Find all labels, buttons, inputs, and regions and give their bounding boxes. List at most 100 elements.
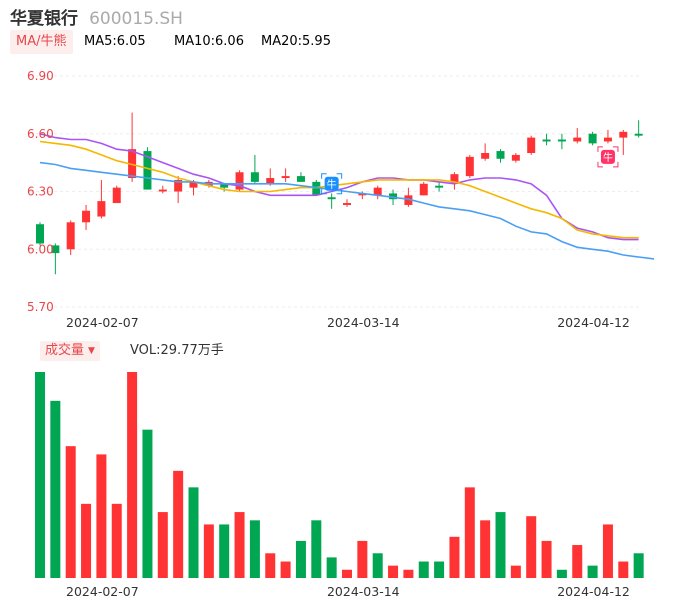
volume-bar [35, 372, 45, 578]
candle-body [358, 193, 367, 196]
candle-body [128, 149, 137, 179]
candle-body [112, 187, 121, 204]
volume-bar [65, 446, 76, 578]
volume-dropdown-label: 成交量 [45, 343, 85, 358]
volume-bar [572, 545, 583, 578]
ma10-line [39, 140, 639, 239]
x-tick-label: 2024-03-14 [327, 315, 400, 330]
candle-body [527, 137, 536, 153]
candle-body [481, 153, 490, 159]
volume-bar [249, 520, 260, 578]
volume-bar [280, 561, 291, 578]
candle-body [51, 245, 60, 254]
candle-body [373, 187, 382, 196]
candle [51, 243, 60, 275]
candle [588, 131, 597, 146]
volume-bar [633, 553, 644, 578]
x-tick-label: 2024-02-07 [66, 584, 139, 599]
date-axis-bottom: 2024-02-07 2024-03-14 2024-04-12 [66, 584, 630, 599]
candle [82, 204, 91, 230]
candle-body [542, 139, 551, 142]
volume-bar [510, 565, 521, 578]
candle [250, 154, 259, 184]
volume-bar [157, 512, 168, 578]
volume-bar [234, 512, 245, 578]
y-tick-label: 6.90 [27, 69, 54, 83]
volume-bar [265, 553, 276, 578]
candle-body [496, 151, 505, 159]
candle [557, 133, 566, 150]
candle [373, 185, 382, 200]
volume-bar [188, 487, 199, 578]
x-tick-label: 2024-03-14 [327, 584, 400, 599]
candlestick-series [36, 112, 643, 275]
marker-bracket [336, 188, 343, 195]
date-axis-top: 2024-02-07 2024-03-14 2024-04-12 [66, 315, 630, 330]
volume-bar [357, 540, 368, 578]
ma-toggle-button[interactable]: MA/牛熊 [10, 30, 73, 54]
ma20-line [39, 161, 655, 260]
candle-body [143, 151, 152, 190]
ma20-value: MA20:5.95 [261, 34, 331, 49]
candle-body [266, 178, 275, 184]
candle-body [465, 156, 474, 177]
volume-bar [81, 503, 92, 578]
candle [511, 153, 520, 163]
candle [174, 176, 183, 204]
volume-bar [418, 561, 429, 578]
candle [235, 170, 244, 192]
volume-bar [556, 569, 567, 578]
marker-bracket [321, 188, 327, 195]
volume-bar [480, 520, 491, 578]
volume-bar [541, 540, 552, 578]
candle-body [36, 224, 44, 244]
candle-body [250, 172, 259, 182]
candle [327, 193, 336, 209]
candle [496, 149, 505, 163]
candle [634, 120, 643, 138]
x-tick-label: 2024-02-07 [66, 315, 139, 330]
candle [296, 172, 305, 182]
volume-bar [142, 429, 153, 578]
volume-bar [219, 524, 230, 578]
volume-bar [50, 400, 61, 578]
marker-bracket [336, 173, 343, 179]
volume-indicator-dropdown[interactable]: 成交量 ▼ [40, 341, 100, 361]
candle-body [619, 131, 628, 138]
candle-body [634, 133, 643, 136]
candle [343, 199, 351, 207]
candle-body [557, 139, 566, 142]
candle-body [603, 137, 612, 142]
bull-signal-marker: 牛 [321, 173, 343, 195]
marker-label: 牛 [603, 151, 613, 164]
stock-code: 600015.SH [89, 9, 183, 29]
candle [435, 181, 444, 192]
volume-bar [464, 487, 475, 578]
volume-bar [495, 512, 506, 578]
candle [158, 185, 167, 194]
caret-down-icon: ▼ [88, 346, 95, 356]
ma10-value: MA10:6.06 [174, 34, 244, 49]
candle-body [189, 181, 198, 188]
marker-label: 牛 [327, 178, 337, 191]
volume-bar [449, 536, 460, 578]
candle [281, 168, 290, 182]
y-tick-label: 6.60 [27, 127, 54, 141]
price-grid [30, 75, 640, 308]
candle-body [389, 193, 398, 200]
volume-bars [35, 372, 644, 578]
candle [465, 154, 474, 179]
marker-bracket [321, 173, 327, 179]
y-tick-label: 5.70 [27, 300, 54, 314]
candle [404, 187, 413, 207]
marker-bracket [612, 161, 619, 168]
candle-body [450, 174, 459, 184]
candle [603, 129, 612, 144]
stock-header: 华夏银行 600015.SH [10, 4, 183, 29]
signal-markers: 牛牛 [321, 146, 619, 195]
candle [450, 172, 459, 190]
volume-bar [434, 561, 445, 578]
ma-lines [39, 133, 655, 260]
candle [128, 112, 137, 182]
